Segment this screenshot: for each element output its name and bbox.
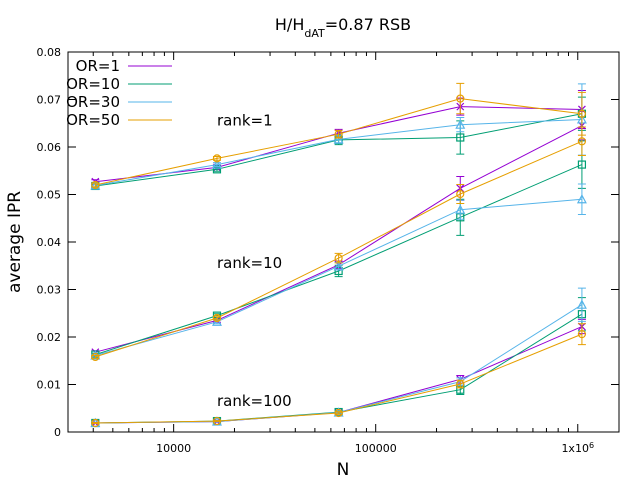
data-point: [456, 379, 465, 389]
data-point: [577, 109, 587, 118]
data-point: [577, 137, 587, 146]
data-point: [212, 416, 222, 426]
annotations: rank=1 rank=10 rank=100: [217, 112, 292, 410]
series-group-rank-100: [91, 297, 587, 428]
series-group-rank-10: [91, 110, 586, 357]
data-point: [576, 299, 587, 309]
series-layer: [90, 82, 587, 428]
x-tick-label: 1x106: [561, 441, 594, 456]
data-point: [333, 134, 344, 144]
annotation-rank-1: rank=1: [217, 112, 273, 130]
series-line: [95, 125, 583, 353]
data-point: [212, 313, 222, 323]
data-point: [455, 204, 466, 214]
plot-frame: [67, 51, 620, 433]
error-bar: [577, 183, 586, 215]
y-tick-label: 0.06: [37, 141, 62, 154]
y-tick-label: 0.05: [37, 189, 62, 202]
series-line: [95, 313, 583, 424]
data-point: [334, 130, 343, 139]
chart-title: H/HdAT=0.87 RSB: [275, 15, 411, 40]
y-tick-label: 0.04: [37, 236, 62, 249]
y-tick-label: 0.03: [37, 284, 62, 297]
x-tick-label-exponent: 6: [589, 441, 594, 450]
series-group-rank-100: [91, 323, 587, 428]
data-point: [91, 180, 100, 190]
error-bar: [577, 323, 586, 346]
tick-labels: 0 0.01 0.02 0.03 0.04 0.05 0.06 0.07 0.08 10000 10…: [37, 46, 595, 455]
annotation-rank-100: rank=100: [217, 392, 292, 410]
data-point: [334, 408, 343, 418]
data-point: [211, 159, 222, 169]
data-point: [455, 119, 466, 129]
tick-marks: [67, 51, 619, 433]
series-group-rank-10: [91, 126, 587, 362]
error-bar: [456, 184, 465, 205]
legend-label: OR=1: [76, 57, 120, 75]
x-tick-label-base: 1x10: [561, 442, 589, 455]
annotation-rank-10: rank=10: [217, 254, 282, 272]
y-tick-label: 0.08: [37, 46, 62, 59]
data-point: [577, 160, 587, 169]
error-bar: [456, 82, 465, 115]
series-or-50: [91, 82, 587, 428]
data-point: [456, 189, 465, 199]
x-tick-label-base: 10000: [156, 442, 191, 455]
data-point: [577, 330, 587, 339]
error-bar: [212, 420, 221, 423]
series-line: [95, 113, 582, 187]
data-point: [91, 352, 100, 362]
data-point: [456, 133, 465, 142]
y-tick-label: 0: [54, 426, 61, 439]
legend-label: OR=30: [66, 93, 120, 111]
x-tick-label: 100000: [355, 442, 397, 455]
series-line: [95, 198, 582, 356]
legend-label: OR=50: [66, 111, 120, 129]
data-point: [212, 154, 222, 163]
data-point: [91, 418, 100, 428]
y-axis-title: average IPR: [5, 191, 25, 293]
y-tick-label: 0.02: [37, 331, 62, 344]
x-axis-title: N: [337, 460, 350, 480]
error-bar: [577, 287, 586, 322]
data-point: [456, 94, 465, 103]
error-bar: [577, 126, 586, 157]
data-point: [334, 254, 343, 263]
error-bar: [91, 422, 100, 424]
legend-label: OR=10: [66, 75, 120, 93]
y-tick-label: 0.01: [37, 379, 62, 392]
series-line: [95, 140, 583, 358]
x-tick-label: 10000: [156, 442, 191, 455]
data-point: [333, 260, 344, 271]
series-group-rank-1: [91, 82, 587, 190]
x-tick-label-base: 100000: [355, 442, 397, 455]
data-point: [576, 193, 587, 204]
y-tick-label: 0.07: [37, 94, 62, 107]
